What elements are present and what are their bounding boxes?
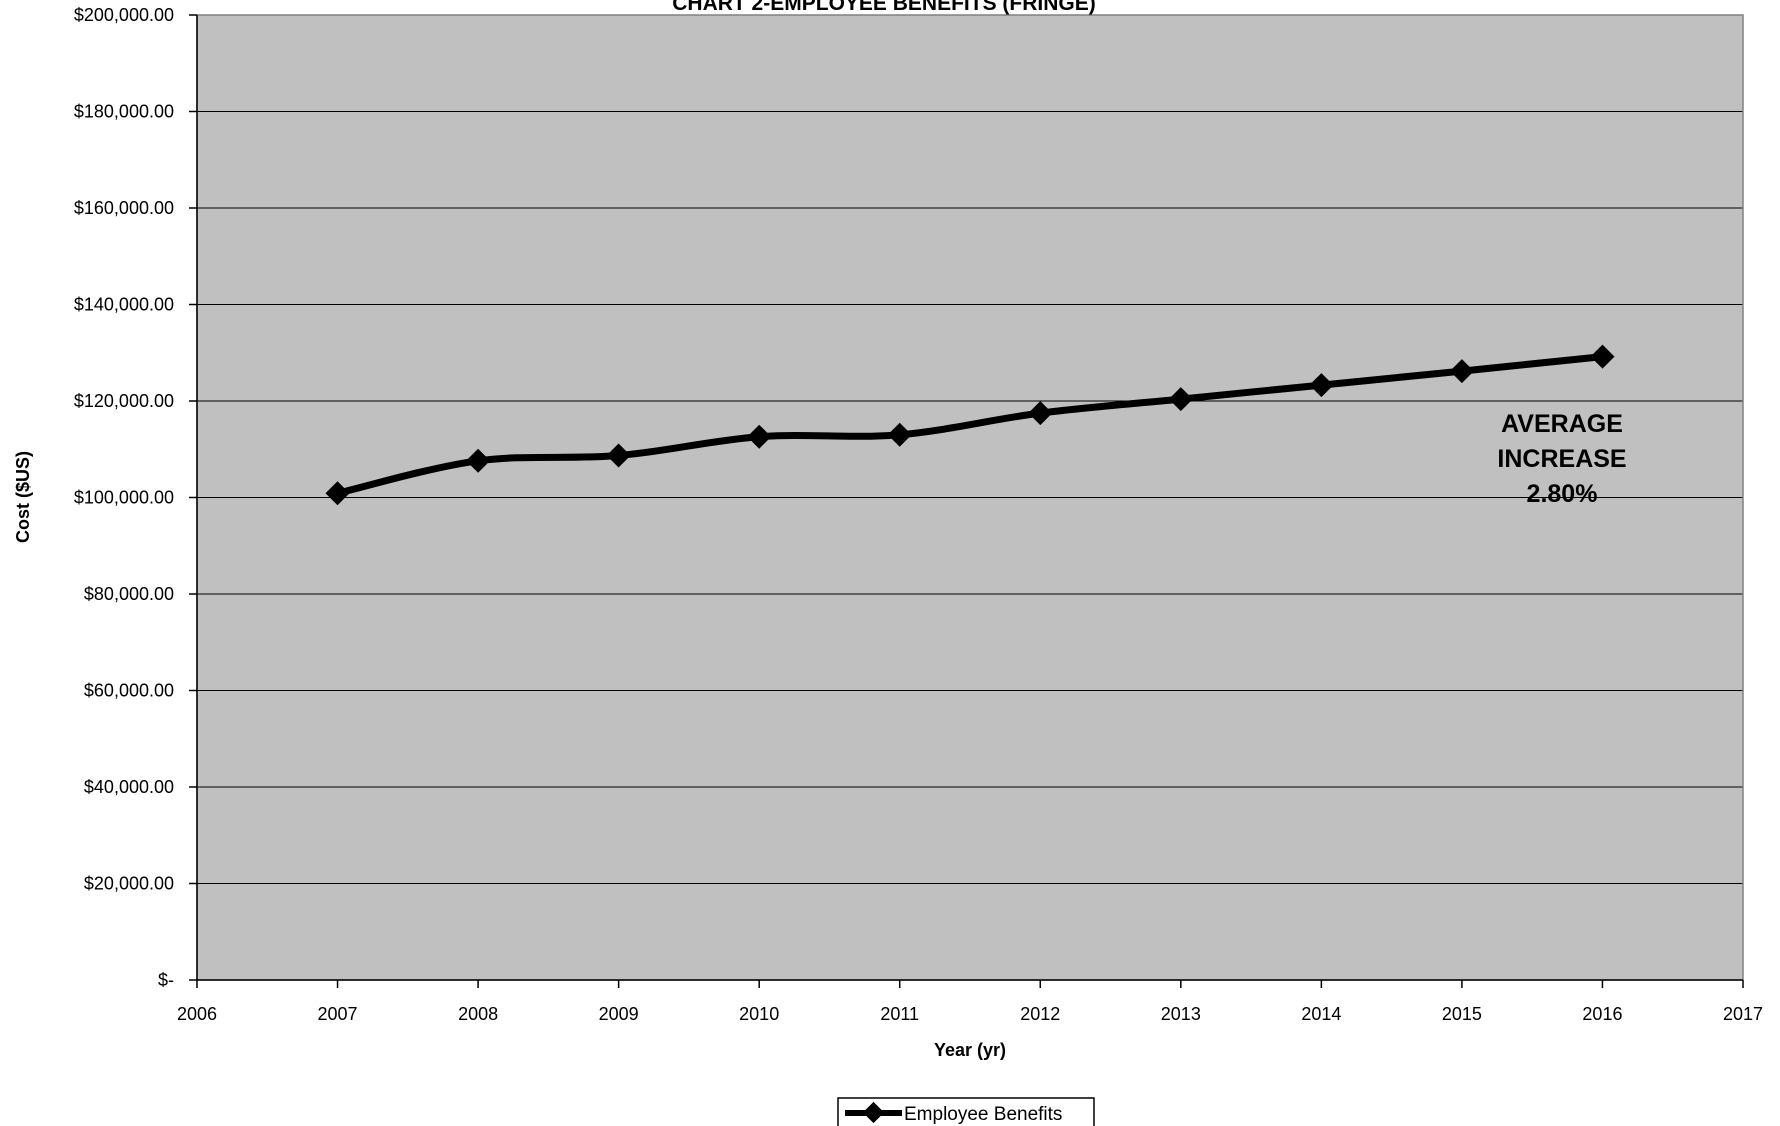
data-point [1449,359,1474,384]
y-tick-label: $100,000.00 [74,488,174,508]
x-tick-label: 2016 [1582,1004,1622,1024]
y-tick-label: $40,000.00 [84,777,174,797]
y-tick-label: $180,000.00 [74,102,174,122]
x-tick-label: 2015 [1442,1004,1482,1024]
annotation-line-1: AVERAGE [1501,410,1623,438]
gridlines [197,111,1743,884]
y-tick-label: $200,000.00 [74,5,174,25]
y-tick-label: $140,000.00 [74,295,174,315]
data-point [1028,401,1053,426]
x-tick-label: 2009 [599,1004,639,1024]
y-tick-label: $80,000.00 [84,584,174,604]
data-point [1309,373,1334,398]
chart-title: CHART 2-EMPLOYEE BENEFITS (FRINGE) [672,0,1096,15]
annotation-line-2: INCREASE [1497,445,1626,473]
y-tick-label: $120,000.00 [74,391,174,411]
x-tick-label: 2010 [739,1004,779,1024]
x-tick-label: 2006 [177,1004,217,1024]
annotation-average-increase: AVERAGE INCREASE 2.80% [1497,410,1626,508]
data-point [325,481,350,506]
legend: Employee Benefits [837,1097,1095,1126]
data-point [1168,387,1193,412]
data-point [466,448,491,473]
data-point [887,422,912,447]
legend-label: Employee Benefits [904,1104,1062,1125]
x-tick-label: 2014 [1301,1004,1341,1024]
series-employee-benefits [325,344,1615,506]
y-tick-label: $20,000.00 [84,874,174,894]
y-axis-ticks: $- $20,000.00 $40,000.00 $60,000.00 $80,000.… [74,5,198,990]
x-tick-label: 2013 [1161,1004,1201,1024]
x-axis-label: Year (yr) [934,1040,1006,1060]
series-line [334,353,1606,497]
annotation-line-3: 2.80% [1527,480,1598,508]
x-tick-label: 2017 [1723,1004,1763,1024]
x-tick-label: 2007 [318,1004,358,1024]
data-point [606,443,631,468]
y-axis-label: Cost ($US) [13,451,33,543]
x-tick-label: 2008 [458,1004,498,1024]
y-tick-label: $- [158,970,174,990]
data-point [747,424,772,449]
legend-swatch-marker [862,1101,885,1124]
data-point [1590,344,1615,369]
x-tick-label: 2012 [1020,1004,1060,1024]
x-axis-ticks: 2006 2007 2008 2009 2010 2011 2012 2013 2014 2015… [177,979,1763,1024]
y-tick-label: $160,000.00 [74,198,174,218]
y-tick-label: $60,000.00 [84,681,174,701]
x-tick-label: 2011 [880,1004,919,1024]
